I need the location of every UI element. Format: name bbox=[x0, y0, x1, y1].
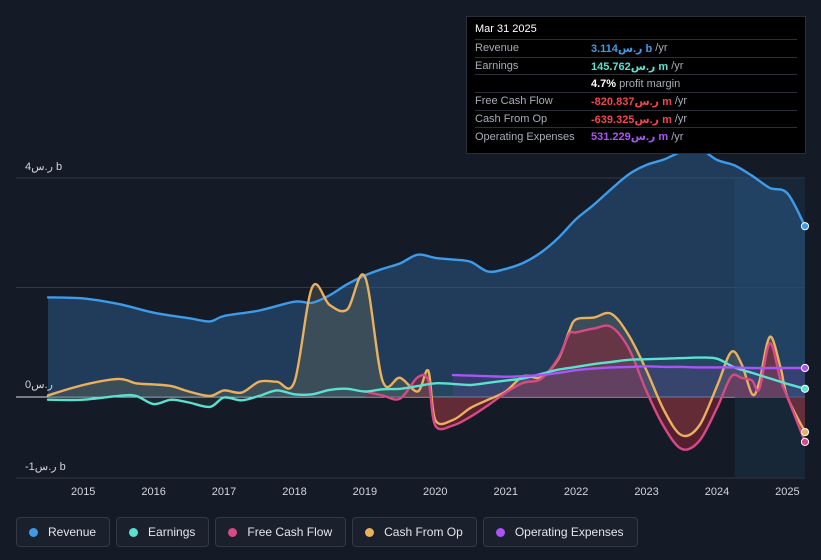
tooltip-row-value: -820.837ر.س m bbox=[591, 95, 672, 108]
legend-label: Free Cash Flow bbox=[247, 525, 333, 539]
x-tick-label: 2018 bbox=[282, 486, 306, 498]
legend-label: Earnings bbox=[148, 525, 196, 539]
tooltip-row-unit: /yr bbox=[674, 95, 688, 108]
operating-expenses-line bbox=[451, 365, 807, 378]
y-tick-label: -1ر.س b bbox=[25, 461, 66, 473]
cash-from-op-line bbox=[46, 273, 807, 438]
x-tick-label: 2019 bbox=[353, 486, 377, 498]
tooltip-row-label: Earnings bbox=[475, 60, 519, 73]
earnings-end-marker bbox=[800, 384, 810, 393]
legend-dot-icon bbox=[29, 527, 38, 537]
x-tick-label: 2017 bbox=[212, 486, 236, 498]
legend-item-revenue[interactable]: Revenue bbox=[16, 517, 111, 547]
legend-item-free-cash-flow[interactable]: Free Cash Flow bbox=[215, 517, 347, 547]
tooltip-date: Mar 31 2025 bbox=[475, 23, 537, 35]
free-cash-flow-line bbox=[363, 324, 807, 451]
x-tick-label: 2024 bbox=[705, 486, 729, 498]
y-tick-label: 4ر.س b bbox=[25, 161, 62, 173]
series-areas bbox=[48, 148, 805, 450]
free-cash-flow-end-marker bbox=[800, 437, 810, 446]
tooltip-row-value: 531.229ر.س m bbox=[591, 131, 669, 144]
legend-dot-icon bbox=[495, 527, 505, 537]
tooltip-row-label: Free Cash Flow bbox=[475, 95, 553, 108]
tooltip-row-unit: /yr bbox=[655, 42, 668, 55]
tooltip-row-value: 145.762ر.س m bbox=[591, 60, 669, 73]
tooltip-row-value: -639.325ر.س m bbox=[591, 113, 672, 126]
axis-labels: 2015 2016 2017 2018 2019 2020 2021 2022 2023 2024… bbox=[25, 161, 800, 498]
tooltip-row-unit: profit margin bbox=[619, 77, 681, 90]
legend-dot-icon bbox=[129, 527, 139, 537]
x-tick-label: 2020 bbox=[423, 486, 447, 498]
series-end-markers bbox=[800, 222, 810, 446]
tooltip-row-value: 3.114ر.س b bbox=[591, 42, 653, 55]
chart-legend: Revenue Earnings Free Cash Flow Cash From O… bbox=[16, 517, 638, 547]
tooltip-row-unit: /yr bbox=[671, 60, 684, 73]
legend-label: Operating Expenses bbox=[514, 525, 624, 539]
tooltip-row: Operating Expenses 531.229ر.س m/yr bbox=[475, 127, 797, 145]
data-tooltip: Mar 31 2025 Revenue 3.114ر.س b/yr Earnings… bbox=[466, 16, 806, 154]
tooltip-row-unit: /yr bbox=[674, 113, 688, 126]
revenue-end-marker bbox=[800, 222, 810, 231]
tooltip-row-label: Revenue bbox=[475, 42, 520, 55]
x-tick-label: 2016 bbox=[141, 486, 165, 498]
x-tick-label: 2023 bbox=[634, 486, 658, 498]
tooltip-row-unit: /yr bbox=[671, 130, 684, 143]
tooltip-row-label: Operating Expenses bbox=[475, 130, 575, 143]
cash-from-op-end-marker bbox=[800, 427, 810, 437]
operating-expenses-area bbox=[452, 366, 805, 397]
x-tick-label: 2021 bbox=[493, 486, 517, 498]
legend-item-earnings[interactable]: Earnings bbox=[116, 517, 210, 547]
tooltip-rows: Revenue 3.114ر.س b/yr Earnings 145.762ر.س m… bbox=[475, 39, 797, 145]
operating-expenses-end-marker bbox=[800, 363, 810, 373]
tooltip-row: Revenue 3.114ر.س b/yr bbox=[475, 39, 797, 57]
earnings-area bbox=[48, 357, 805, 408]
tooltip-row: Free Cash Flow -820.837ر.س m/yr bbox=[475, 92, 797, 110]
earnings-line bbox=[46, 356, 807, 409]
tooltip-row: 4.7% profit margin bbox=[475, 74, 797, 92]
legend-dot-icon bbox=[365, 527, 375, 537]
free-cash-flow-area bbox=[364, 325, 805, 450]
legend-label: Cash From Op bbox=[384, 525, 463, 539]
tooltip-row-value: 4.7% bbox=[591, 77, 617, 90]
tooltip-row: Cash From Op -639.325ر.س m/yr bbox=[475, 109, 797, 128]
y-tick-label: 0ر.س bbox=[25, 379, 53, 391]
x-tick-label: 2022 bbox=[564, 486, 588, 498]
legend-item-operating-expenses[interactable]: Operating Expenses bbox=[482, 517, 638, 547]
legend-dot-icon bbox=[228, 527, 238, 537]
legend-item-cash-from-op[interactable]: Cash From Op bbox=[352, 517, 477, 547]
legend-label: Revenue bbox=[48, 525, 97, 539]
tooltip-row: Earnings 145.762ر.س m/yr bbox=[475, 56, 797, 75]
tooltip-row-label: Cash From Op bbox=[475, 113, 548, 126]
x-tick-label: 2025 bbox=[775, 486, 799, 498]
x-tick-label: 2015 bbox=[71, 486, 95, 498]
